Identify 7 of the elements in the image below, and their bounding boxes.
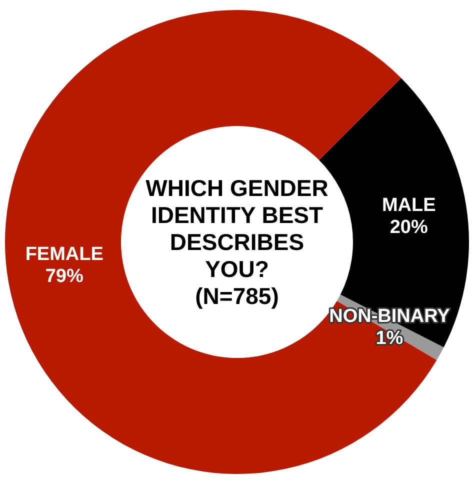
data-label: 1%	[376, 328, 404, 349]
data-label: 20%	[390, 216, 428, 238]
slice-label: MALE	[382, 194, 436, 216]
data-label: 79%	[45, 266, 84, 287]
slice-label: FEMALE	[25, 244, 104, 266]
text: WHICH GENDER IDENTITY BEST DESCRIBES YOU?	[146, 175, 329, 282]
text: (N=785)	[195, 283, 279, 309]
